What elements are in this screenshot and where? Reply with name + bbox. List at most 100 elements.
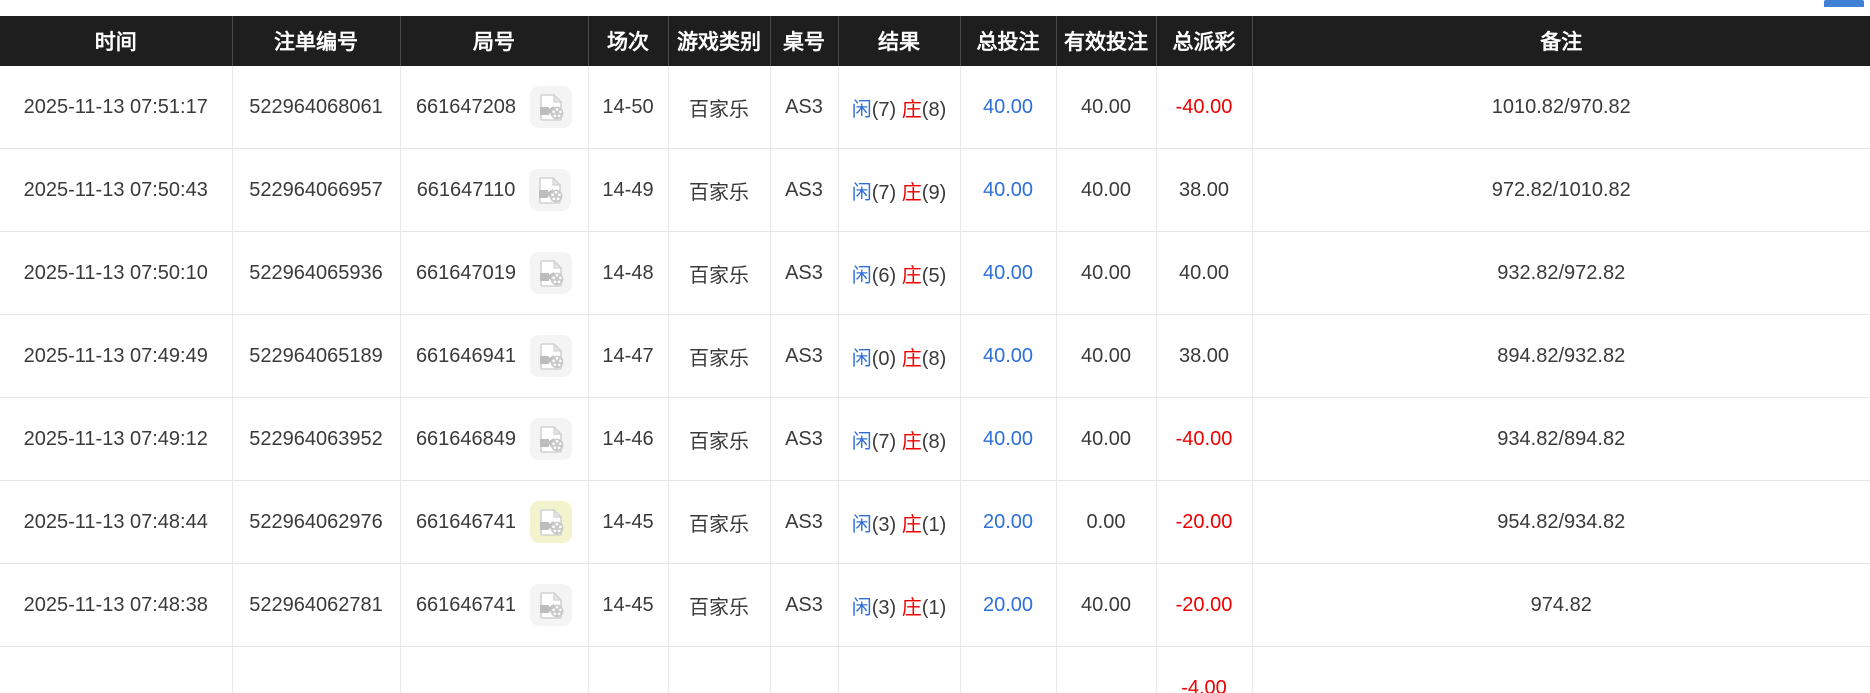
cell-table-no: AS3 <box>770 563 839 647</box>
result-player-value: (7) <box>871 430 897 453</box>
column-header-round-no[interactable]: 局号 <box>400 16 589 66</box>
cell-game-type: 百家乐 <box>668 66 771 149</box>
table-row[interactable]: 2025-11-13 07:51:17 522964068061 661647208… <box>0 66 1870 149</box>
total-bet-value: 20.00 <box>982 593 1034 616</box>
total-bet-value: 40.00 <box>982 95 1034 118</box>
table-row[interactable]: 2025-11-13 07:49:49 522964065189 661646941… <box>0 314 1870 398</box>
table-row[interactable]: 2025-11-13 07:50:10 522964065936 661647019… <box>0 231 1870 315</box>
video-replay-icon[interactable] <box>530 418 573 460</box>
cell-total-bet: 40.00 <box>960 397 1057 481</box>
round-no-text: 661647208 <box>415 95 517 118</box>
cell-table-no: AS3 <box>770 314 839 398</box>
bet-history-table: 时间 注单编号 局号 场次 游戏类别 桌号 结果 总投注 有效投注 总派彩 备注… <box>0 16 1870 693</box>
round-no-text: 661647110 <box>416 178 516 201</box>
cell-bet-id: 522964063952 <box>232 397 401 481</box>
video-replay-icon[interactable] <box>530 501 573 543</box>
video-replay-icon[interactable] <box>530 335 573 377</box>
column-header-total-payout[interactable]: 总派彩 <box>1156 16 1253 66</box>
column-header-valid-bet[interactable]: 有效投注 <box>1056 16 1157 66</box>
result-player-value: (7) <box>871 98 897 121</box>
table-row[interactable]: 2025-11-13 07:50:43 522964066957 661647110… <box>0 148 1870 232</box>
total-bet-value: 40.00 <box>982 427 1034 450</box>
cell-round-no: 661646849 <box>400 397 589 481</box>
column-header-session[interactable]: 场次 <box>588 16 669 66</box>
subtotal-count: 7 <box>232 646 401 693</box>
video-replay-icon[interactable] <box>530 252 573 294</box>
column-header-bet-id[interactable]: 注单编号 <box>232 16 401 66</box>
cell-time: 2025-11-13 07:49:12 <box>0 397 233 481</box>
result-banker-label: 庄 <box>901 347 922 370</box>
subtotal-total-bet: 240.00 <box>960 646 1057 693</box>
column-header-result[interactable]: 结果 <box>838 16 961 66</box>
cell-result: 闲(7) 庄(8) <box>838 66 961 149</box>
result-player-label: 闲 <box>851 347 872 370</box>
cell-time: 2025-11-13 07:51:17 <box>0 66 233 149</box>
cell-round-no: 661646941 <box>400 314 589 398</box>
result-player-value: (7) <box>871 181 897 204</box>
subtotal-round-no <box>400 646 589 693</box>
cell-game-type: 百家乐 <box>668 148 771 232</box>
total-bet-value: 40.00 <box>982 178 1034 201</box>
subtotal-valid-bet: 240.00 <box>1056 646 1157 693</box>
subtotal-row: 小计 7 240.00 240.00 -4.00 <box>0 646 1870 693</box>
cell-session: 14-49 <box>588 148 669 232</box>
result-banker-label: 庄 <box>901 181 922 204</box>
video-replay-icon[interactable] <box>529 169 572 211</box>
column-header-remark[interactable]: 备注 <box>1252 16 1870 66</box>
result-player-label: 闲 <box>851 430 872 453</box>
result-banker-value: (1) <box>921 513 947 536</box>
column-header-game-type[interactable]: 游戏类别 <box>668 16 771 66</box>
valid-bet-value: 40.00 <box>1080 95 1132 118</box>
cell-result: 闲(7) 庄(8) <box>838 397 961 481</box>
cell-session: 14-45 <box>588 480 669 564</box>
cell-table-no: AS3 <box>770 480 839 564</box>
cell-remark: 1010.82/970.82 <box>1252 66 1870 149</box>
result-player-value: (3) <box>871 513 897 536</box>
cell-table-no: AS3 <box>770 397 839 481</box>
subtotal-result <box>838 646 961 693</box>
column-header-table-no[interactable]: 桌号 <box>770 16 839 66</box>
table-row[interactable]: 2025-11-13 07:48:38 522964062781 661646741… <box>0 563 1870 647</box>
cell-total-bet: 40.00 <box>960 66 1057 149</box>
cell-bet-id: 522964065189 <box>232 314 401 398</box>
column-header-total-bet[interactable]: 总投注 <box>960 16 1057 66</box>
cell-table-no: AS3 <box>770 66 839 149</box>
cell-time: 2025-11-13 07:48:44 <box>0 480 233 564</box>
cell-game-type: 百家乐 <box>668 397 771 481</box>
round-no-text: 661646941 <box>415 344 517 367</box>
total-payout-value: -20.00 <box>1175 510 1233 533</box>
browser-tab-sliver <box>1824 0 1864 7</box>
column-header-time[interactable]: 时间 <box>0 16 233 66</box>
cell-valid-bet: 40.00 <box>1056 66 1157 149</box>
subtotal-table-no <box>770 646 839 693</box>
table-row[interactable]: 2025-11-13 07:49:12 522964063952 661646849… <box>0 397 1870 481</box>
video-replay-icon[interactable] <box>530 584 573 626</box>
result-player-value: (0) <box>871 347 897 370</box>
cell-bet-id: 522964066957 <box>232 148 401 232</box>
round-no-text: 661646849 <box>415 427 517 450</box>
result-banker-value: (8) <box>921 98 947 121</box>
cell-round-no: 661647208 <box>400 66 589 149</box>
result-banker-value: (9) <box>921 181 947 204</box>
result-player-value: (6) <box>871 264 897 287</box>
cell-bet-id: 522964068061 <box>232 66 401 149</box>
cell-time: 2025-11-13 07:50:43 <box>0 148 233 232</box>
cell-game-type: 百家乐 <box>668 563 771 647</box>
cell-session: 14-48 <box>588 231 669 315</box>
result-banker-label: 庄 <box>901 513 922 536</box>
result-banker-label: 庄 <box>901 98 922 121</box>
cell-valid-bet: 40.00 <box>1056 397 1157 481</box>
cell-game-type: 百家乐 <box>668 480 771 564</box>
cell-total-bet: 20.00 <box>960 563 1057 647</box>
total-payout-value: 40.00 <box>1178 261 1230 284</box>
cell-session: 14-46 <box>588 397 669 481</box>
cell-total-payout: -20.00 <box>1156 480 1253 564</box>
cell-total-payout: -40.00 <box>1156 66 1253 149</box>
table-row[interactable]: 2025-11-13 07:48:44 522964062976 661646741… <box>0 480 1870 564</box>
cell-round-no: 661646741 <box>400 563 589 647</box>
video-replay-icon[interactable] <box>530 86 573 128</box>
cell-total-payout: -40.00 <box>1156 397 1253 481</box>
result-banker-value: (1) <box>921 596 947 619</box>
valid-bet-value: 0.00 <box>1086 510 1126 533</box>
